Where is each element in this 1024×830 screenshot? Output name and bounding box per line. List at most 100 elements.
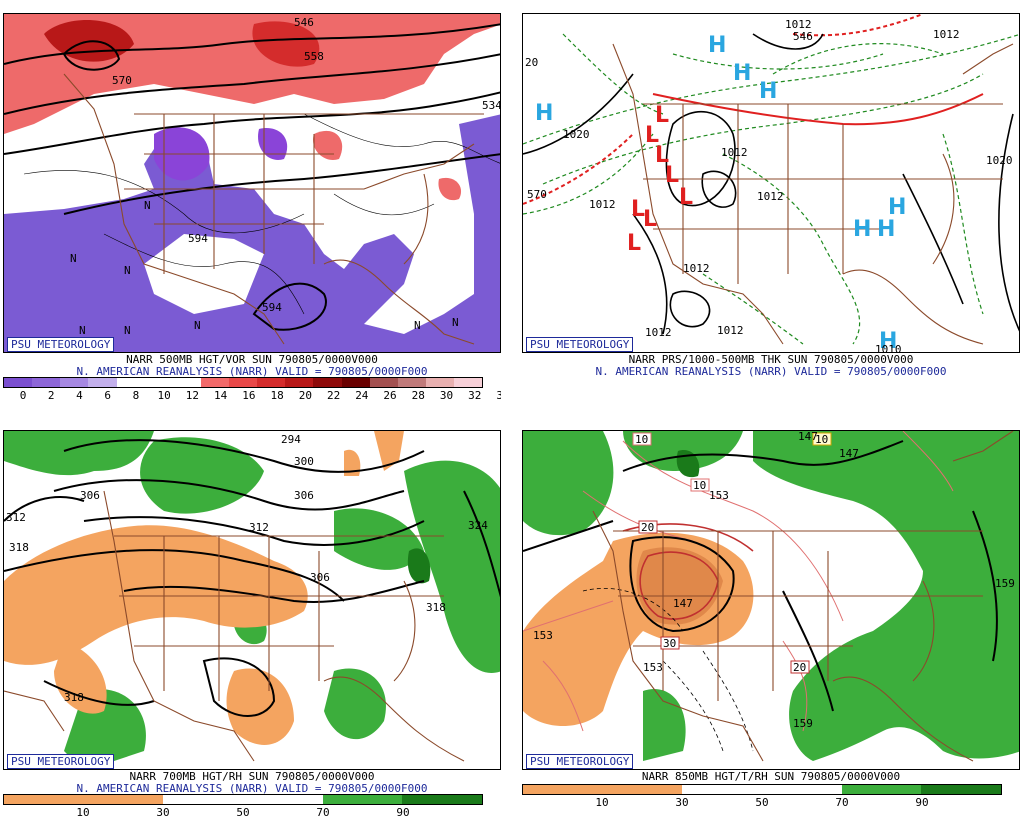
height-contours [4, 23, 500, 331]
scale-segment-neutral [682, 785, 763, 794]
contour-label: 558 [304, 50, 324, 63]
contour-label: 318 [9, 541, 29, 554]
vorticity-label: N [194, 319, 201, 332]
scale-segment [32, 378, 61, 387]
very-dry-region [636, 547, 723, 625]
thickness-reference-lines [523, 14, 984, 205]
vorticity-max-region [252, 21, 320, 67]
scale-tick-label: 2 [47, 389, 55, 402]
panel-title: NARR PRS/1000-500MB THK SUN 790805/0000V… [628, 353, 914, 366]
isobar-label: 1012 [683, 262, 710, 275]
isobar-label: 1012 [589, 198, 616, 211]
low-pressure-marker: L [643, 207, 657, 232]
map-pressure-svg: H H H H H H H H L L L L L L L L 1012 102… [523, 14, 1019, 353]
panel-850mb-temperature-humidity: 10 10 20 20 30 10 147 147 153 153 153 15… [522, 430, 1020, 830]
scale-segment [200, 378, 229, 387]
scale-tick-label: 10 [157, 389, 171, 402]
thickness-label: 546 [793, 30, 813, 43]
rh-label: 10 [693, 479, 706, 492]
vorticity-scale-ticks: 0246810121416182022242628303234 [3, 389, 501, 403]
scale-segment [172, 378, 201, 387]
scale-tick-label: 18 [270, 389, 284, 402]
pressure-centers: H H H H H H H H L L L L L L L L [535, 33, 906, 353]
high-pressure-marker: H [733, 61, 751, 86]
scale-segment [144, 378, 173, 387]
map-500mb: 546 558 570 534 594 594 N N N N N N N N … [3, 13, 501, 353]
panel-700mb-humidity: 294 300 306 306 312 312 318 318 318 324 … [3, 430, 501, 830]
panel-pressure-thickness: H H H H H H H H L L L L L L L L 1012 102… [522, 13, 1020, 413]
scale-tick-label: 90 [396, 806, 410, 819]
contour-labels: 147 147 153 153 153 159 159 147 [533, 431, 1015, 730]
contour-label: 147 [839, 447, 859, 460]
scale-tick-label: 10 [76, 806, 90, 819]
isobar-labels: 1012 1020 1020 1012 1012 1012 1012 1012 … [525, 18, 1013, 352]
humidity-scale-ticks: 10 30 50 70 90 [522, 796, 1020, 810]
scale-tick-label: 34 [496, 389, 501, 402]
contour-label: 147 [798, 431, 818, 443]
scale-tick-label: 70 [835, 796, 849, 809]
scale-tick-label: 30 [156, 806, 170, 819]
contour-label: 546 [294, 16, 314, 29]
scale-tick-label: 26 [383, 389, 397, 402]
scale-segment-moist [841, 785, 922, 794]
vorticity-label: N [414, 319, 421, 332]
contour-label: 312 [6, 511, 26, 524]
high-pressure-marker: H [877, 217, 895, 242]
vorticity-positive-region [438, 177, 462, 201]
scale-segment [341, 378, 370, 387]
vorticity-min-region [258, 128, 288, 160]
low-pressure-marker: L [655, 143, 669, 168]
rh-label: 20 [641, 521, 654, 534]
scale-segment [285, 378, 314, 387]
psu-meteorology-badge: PSU METEOROLOGY [7, 337, 115, 352]
high-pressure-marker: H [879, 329, 897, 353]
height-contours [4, 439, 500, 717]
contour-label: 318 [426, 601, 446, 614]
vorticity-label: N [144, 199, 151, 212]
scale-segment-moist [322, 795, 403, 804]
scale-tick-label: 24 [355, 389, 369, 402]
contour-label: 147 [673, 597, 693, 610]
scale-tick-label: 12 [185, 389, 200, 402]
contour-label: 306 [80, 489, 100, 502]
scale-segment-neutral [243, 795, 323, 804]
low-pressure-marker: L [627, 231, 641, 256]
vorticity-label: N [124, 324, 131, 337]
humidity-color-scale [522, 784, 1002, 795]
scale-segment [88, 378, 117, 387]
isobar-label: 1012 [757, 190, 784, 203]
high-pressure-marker: H [888, 195, 906, 220]
panel-500mb-vorticity: 546 558 570 534 594 594 N N N N N N N N … [3, 13, 501, 413]
map-850mb: 10 10 20 20 30 10 147 147 153 153 153 15… [522, 430, 1020, 770]
scale-tick-label: 30 [675, 796, 689, 809]
isobar-label: 1012 [717, 324, 744, 337]
high-pressure-marker: H [708, 33, 726, 58]
vorticity-label: N [79, 324, 86, 337]
land-boundaries [4, 490, 465, 762]
contour-label: 318 [64, 691, 84, 704]
humidity-scale-ticks: 10 30 50 70 90 [3, 806, 501, 820]
contour-label: 306 [294, 489, 314, 502]
isobar-label: 1012 [645, 326, 672, 339]
high-pressure-marker: H [853, 217, 871, 242]
map-850mb-svg: 10 10 20 20 30 10 147 147 153 153 153 15… [523, 431, 1019, 762]
scale-segment-dry [523, 785, 603, 794]
map-700mb: 294 300 306 306 312 312 318 318 318 324 … [3, 430, 501, 770]
contour-label: 570 [112, 74, 132, 87]
low-pressure-marker: L [645, 123, 659, 148]
scale-segment-dry [83, 795, 164, 804]
contour-label: 594 [262, 301, 282, 314]
panel-title: NARR 850MB HGT/T/RH SUN 790805/0000V000 [641, 770, 901, 783]
map-500mb-svg: 546 558 570 534 594 594 N N N N N N N N [4, 14, 500, 352]
isobar-label: 1020 [986, 154, 1013, 167]
scale-segment-dry [602, 785, 683, 794]
scale-tick-label: 6 [104, 389, 112, 402]
scale-tick-label: 22 [326, 389, 341, 402]
isobar-label: 1020 [563, 128, 590, 141]
psu-meteorology-badge: PSU METEOROLOGY [7, 754, 115, 769]
high-pressure-marker: H [535, 101, 553, 126]
scale-segment [116, 378, 145, 387]
contour-label: 306 [310, 571, 330, 584]
vorticity-color-scale [3, 377, 483, 388]
thickness-contours [523, 33, 1019, 345]
